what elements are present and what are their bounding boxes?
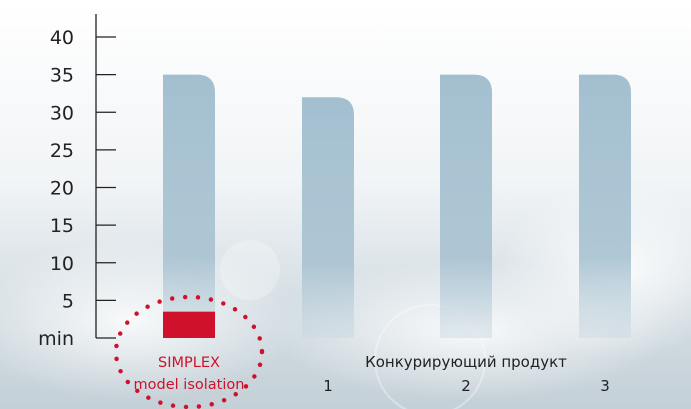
highlight-ring — [113, 294, 265, 409]
y-tick-label: 35 — [50, 65, 74, 87]
y-axis: 40 35 30 25 20 15 10 5 min — [38, 14, 116, 350]
y-tick-label: 5 — [62, 290, 74, 312]
bar — [579, 74, 631, 338]
bar — [440, 74, 492, 338]
category-label: SIMPLEX — [158, 355, 220, 371]
y-tick-label: 40 — [50, 27, 74, 49]
category-labels: SIMPLEX model isolation 1 2 3 Конкурирующий п… — [134, 353, 610, 395]
group-label: Конкурирующий продукт — [365, 353, 567, 371]
y-tick-label: 25 — [50, 140, 74, 162]
category-label: 3 — [600, 377, 610, 395]
category-label: 2 — [461, 377, 471, 395]
category-label: 1 — [323, 377, 333, 395]
bar-background — [163, 74, 215, 338]
y-tick-label: 10 — [50, 253, 74, 275]
y-tick-label: min — [38, 328, 74, 350]
bars-layer — [113, 74, 631, 409]
y-tick-label: 15 — [50, 215, 74, 237]
category-label: model isolation — [134, 377, 245, 393]
bar-highlight — [163, 311, 215, 338]
y-tick-label: 20 — [50, 178, 74, 200]
y-tick-label: 30 — [50, 102, 74, 124]
bar — [302, 97, 354, 338]
